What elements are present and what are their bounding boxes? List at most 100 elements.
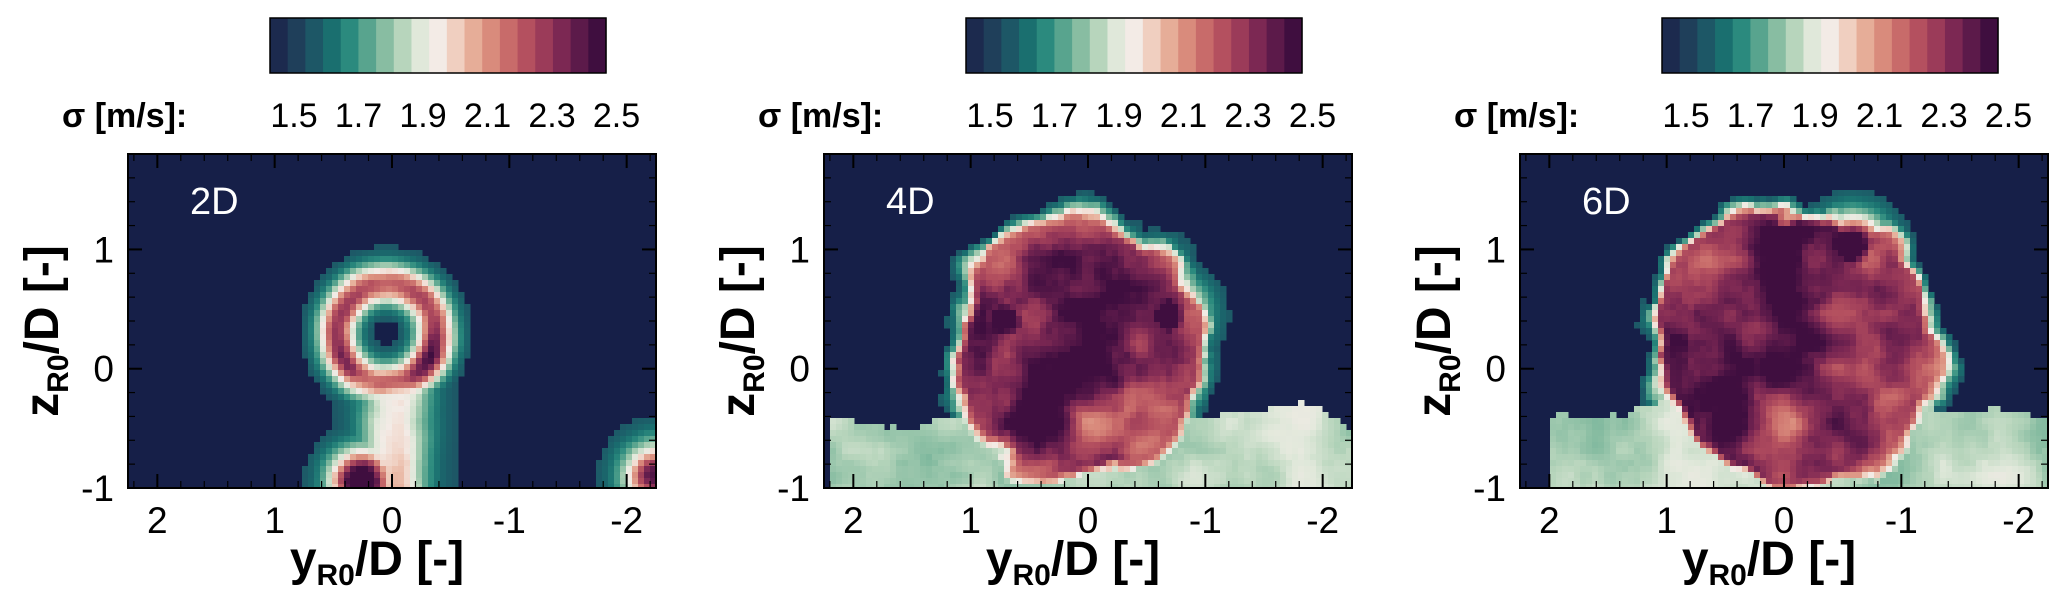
heatmap-cell (362, 334, 369, 341)
heatmap-cell (1052, 340, 1059, 347)
heatmap-cell (1886, 304, 1893, 311)
heatmap-cell (1820, 328, 1827, 335)
heatmap-cell (1112, 436, 1119, 443)
heatmap-cell (1676, 262, 1683, 269)
heatmap-cell (944, 466, 951, 473)
heatmap-cell (320, 298, 327, 305)
heatmap-cell (1010, 400, 1017, 407)
heatmap-cell (1004, 352, 1011, 359)
heatmap-cell (1082, 220, 1089, 227)
heatmap-cell (1064, 316, 1071, 323)
heatmap-cell (1064, 220, 1071, 227)
heatmap-cell (1718, 316, 1725, 323)
heatmap-cell (1880, 334, 1887, 341)
heatmap-cell (944, 346, 951, 353)
heatmap-cell (1154, 280, 1161, 287)
heatmap-cell (926, 472, 933, 479)
heatmap-cell (986, 406, 993, 413)
heatmap-cell (1868, 238, 1875, 245)
heatmap-cell (1082, 364, 1089, 371)
heatmap-cell (1028, 352, 1035, 359)
heatmap-cell (434, 400, 441, 407)
heatmap-cell (1058, 310, 1065, 317)
heatmap-cell (458, 292, 465, 299)
x-axis-title-subscript: R0 (317, 559, 355, 592)
colorbar: σ [m/s]: 1.5 1.7 1.9 2.1 2.3 2.5 (1454, 17, 2032, 135)
heatmap-cell (1154, 268, 1161, 275)
heatmap-cell (1832, 208, 1839, 215)
heatmap-cell (410, 388, 417, 395)
heatmap-cell (1100, 388, 1107, 395)
heatmap-cell (392, 454, 399, 461)
heatmap-cell (1790, 328, 1797, 335)
heatmap-cell (1676, 268, 1683, 275)
heatmap-cell (1874, 226, 1881, 233)
heatmap-cell (1766, 316, 1773, 323)
heatmap-cell (1010, 418, 1017, 425)
x-axis-title-rest: /D [-] (355, 533, 464, 586)
heatmap-cell (968, 454, 975, 461)
heatmap-cell (1784, 328, 1791, 335)
heatmap-cell (1826, 256, 1833, 263)
heatmap-cell (326, 442, 333, 449)
heatmap-cell (1730, 268, 1737, 275)
heatmap-cell (1088, 412, 1095, 419)
heatmap-cell (1232, 472, 1239, 479)
heatmap-cell (380, 412, 387, 419)
heatmap-cell (1118, 382, 1125, 389)
heatmap-cell (980, 376, 987, 383)
heatmap-cell (1154, 346, 1161, 353)
heatmap-cell (1784, 256, 1791, 263)
heatmap-cell (1106, 448, 1113, 455)
heatmap-cell (1340, 436, 1347, 443)
heatmap-cell (950, 412, 957, 419)
heatmap-cell (1766, 238, 1773, 245)
heatmap-cell (1766, 214, 1773, 221)
heatmap-cell (1868, 262, 1875, 269)
heatmap-cell (1100, 394, 1107, 401)
heatmap-cell (632, 466, 639, 473)
heatmap-cell (1652, 298, 1659, 305)
heatmap-cell (1682, 304, 1689, 311)
heatmap-cell (350, 322, 357, 329)
heatmap-cell (1760, 208, 1767, 215)
heatmap-cell (1016, 478, 1023, 485)
heatmap-cell (1226, 424, 1233, 431)
heatmap-cell (1268, 478, 1275, 485)
heatmap-cell (434, 370, 441, 377)
heatmap-cell (1856, 256, 1863, 263)
heatmap-cell (1016, 448, 1023, 455)
heatmap-cell (332, 298, 339, 305)
heatmap-cell (626, 448, 633, 455)
heatmap-cell (968, 388, 975, 395)
heatmap-cell (1154, 364, 1161, 371)
heatmap-cell (1790, 286, 1797, 293)
heatmap-cell (1820, 346, 1827, 353)
heatmap-cell (998, 226, 1005, 233)
heatmap-cell (1046, 292, 1053, 299)
heatmap-cell (398, 406, 405, 413)
heatmap-cell (992, 406, 999, 413)
heatmap-cell (1226, 442, 1233, 449)
heatmap-cell (1004, 226, 1011, 233)
heatmap-cell (464, 352, 471, 359)
heatmap-cell (1196, 484, 1203, 488)
heatmap-cell (1052, 256, 1059, 263)
heatmap-cell (1916, 322, 1923, 329)
heatmap-cell (1898, 256, 1905, 263)
heatmap-cell (1832, 190, 1839, 197)
heatmap-cell (452, 352, 459, 359)
heatmap-cell (1760, 268, 1767, 275)
heatmap-cell (1286, 466, 1293, 473)
heatmap-cell (1886, 334, 1893, 341)
heatmap-cell (626, 424, 633, 431)
heatmap-cell (1310, 424, 1317, 431)
heatmap-cell (1718, 202, 1725, 209)
heatmap-cell (380, 244, 387, 251)
heatmap-cell (422, 322, 429, 329)
heatmap-cell (1058, 262, 1065, 269)
heatmap-cell (1058, 286, 1065, 293)
heatmap-cell (1718, 268, 1725, 275)
heatmap-cell (416, 256, 423, 263)
heatmap-cell (1844, 304, 1851, 311)
